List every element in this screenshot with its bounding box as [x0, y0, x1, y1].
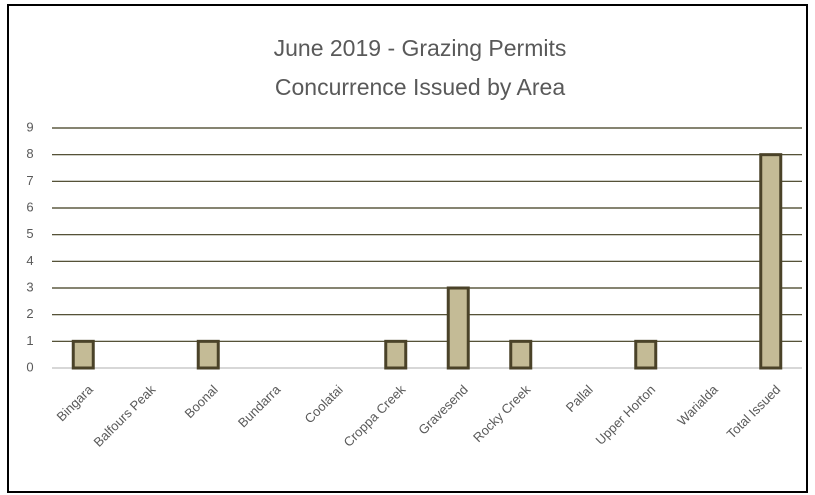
y-tick-label: 6: [26, 199, 33, 214]
bar: [384, 339, 408, 370]
bar: [509, 339, 533, 370]
bar: [634, 339, 658, 370]
y-tick-label: 2: [26, 306, 33, 321]
bar: [759, 153, 783, 370]
bar: [71, 339, 95, 370]
y-tick-label: 9: [26, 119, 33, 134]
y-tick-label: 4: [26, 253, 33, 268]
y-tick-label: 5: [26, 226, 33, 241]
y-tick-label: 0: [26, 359, 33, 374]
bar: [196, 339, 220, 370]
bar: [446, 286, 470, 370]
chart-title: June 2019 - Grazing Permits: [274, 35, 567, 61]
chart-border: [7, 4, 808, 493]
y-tick-label: 3: [26, 279, 33, 294]
chart-title: Concurrence Issued by Area: [275, 74, 565, 100]
y-tick-label: 7: [26, 173, 33, 188]
y-tick-label: 1: [26, 333, 33, 348]
y-tick-label: 8: [26, 146, 33, 161]
